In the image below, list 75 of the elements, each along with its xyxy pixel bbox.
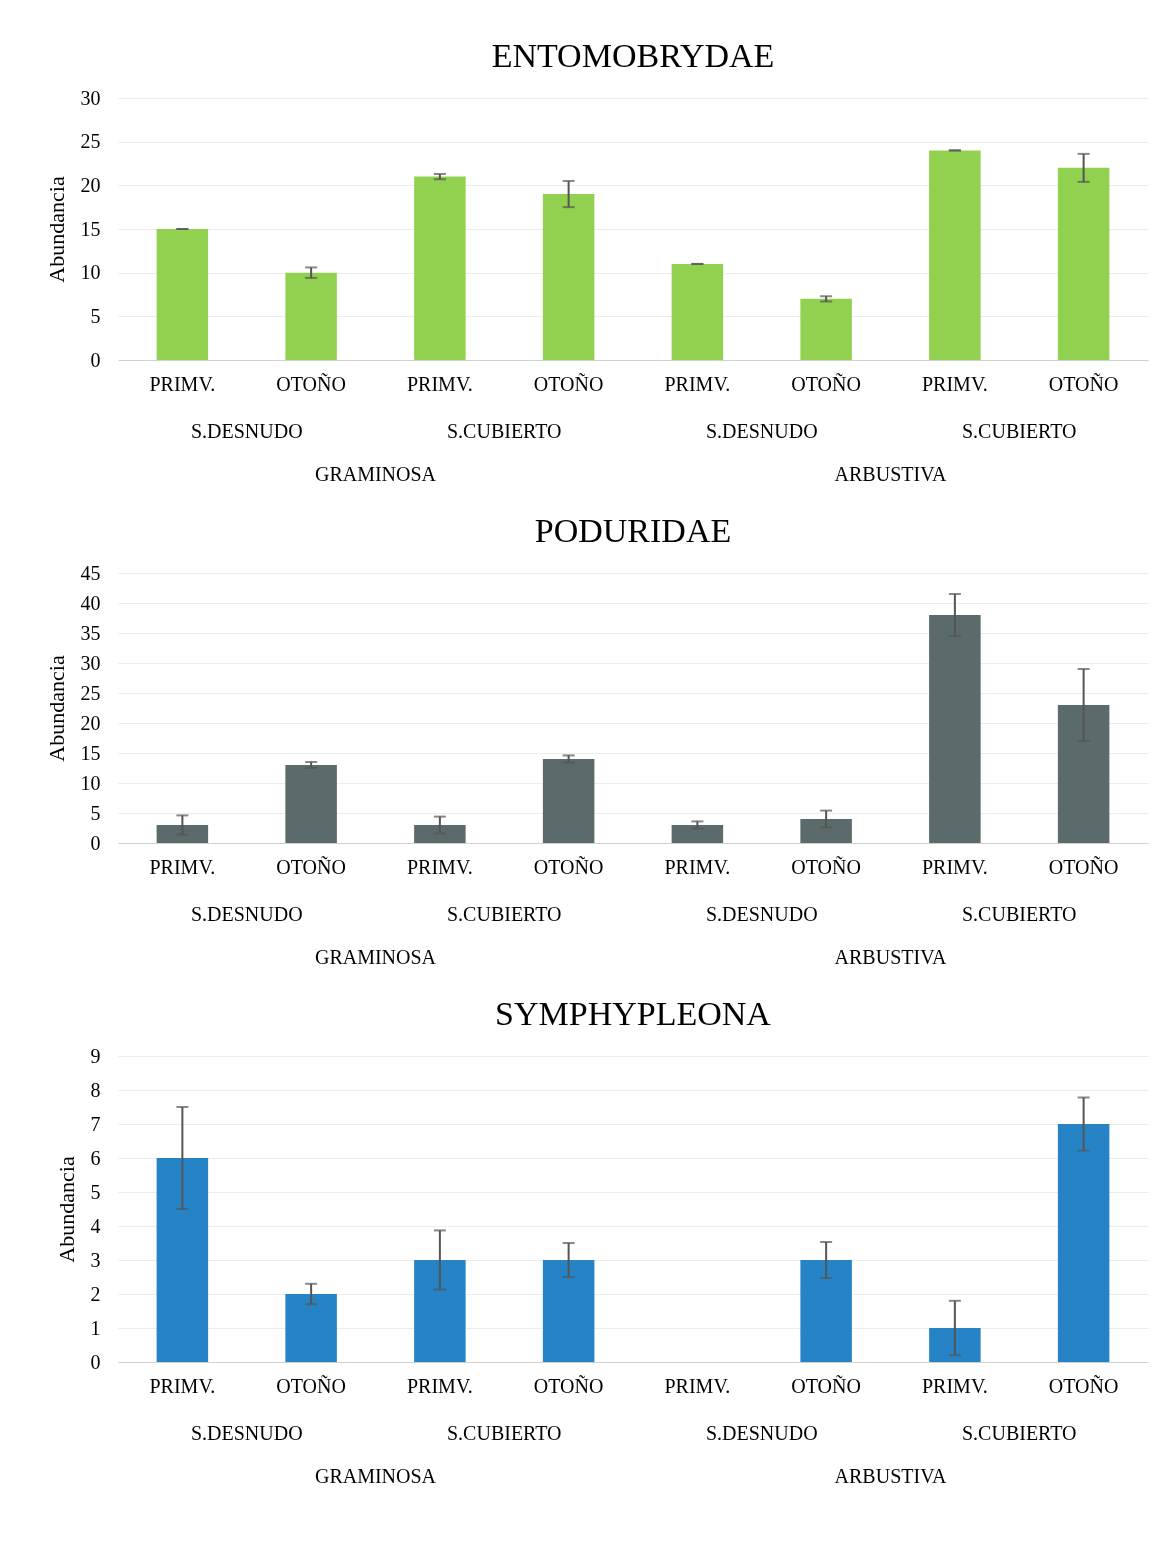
- text: S.DESNUDO: [705, 420, 818, 442]
- x-tick-label: PRIMV.: [664, 372, 731, 395]
- x-tick-label: OTOÑO: [533, 371, 604, 395]
- x-tick-label: OTOÑO: [533, 854, 604, 878]
- x-tick-label: PRIMV.: [921, 855, 988, 878]
- x-tick-label: OTOÑO: [791, 371, 861, 395]
- text: S.CUBIERTO: [446, 1422, 562, 1444]
- x-tick-label: PRIMV.: [406, 1374, 473, 1397]
- text: S.DESNUDO: [190, 903, 303, 925]
- text: GRAMINOSA: [314, 946, 437, 968]
- x-tick-label: PRIMV.: [149, 1374, 216, 1397]
- x-tick-label: PRIMV.: [664, 855, 731, 878]
- x-tick-label: OTOÑO: [791, 1373, 861, 1397]
- y-tick-label: 0: [90, 1350, 101, 1373]
- y-tick-label: 7: [90, 1112, 101, 1135]
- x-tick-label: OTOÑO: [276, 854, 346, 878]
- x-tick-label: PRIMV.: [406, 855, 473, 878]
- y-tick-label: 6: [90, 1146, 101, 1169]
- x-tick-label: PRIMV.: [921, 372, 988, 395]
- y-tick-label: 20: [80, 711, 101, 734]
- y-tick-label: 9: [90, 1044, 101, 1067]
- x-tick-label: PRIMV.: [921, 1374, 988, 1397]
- x-tick-label: OTOÑO: [533, 1373, 604, 1397]
- x-tick-label: PRIMV.: [664, 1374, 731, 1397]
- y-tick-label: 40: [80, 591, 101, 614]
- x-tick-label: OTOÑO: [1048, 1373, 1119, 1397]
- text: S.DESNUDO: [190, 1422, 303, 1444]
- chart-title: SYMPHYPLEONA: [495, 995, 772, 1032]
- text: S.DESNUDO: [190, 420, 303, 442]
- x-tick-label: OTOÑO: [1048, 371, 1119, 395]
- y-tick-label: 25: [80, 130, 101, 153]
- y-tick-label: 0: [90, 831, 101, 854]
- chart-title: ENTOMOBRYDAE: [491, 37, 775, 74]
- y-tick-label: 10: [80, 771, 101, 794]
- text: GRAMINOSA: [314, 463, 437, 485]
- text: ARBUSTIVA: [834, 946, 947, 968]
- y-tick-label: 15: [80, 741, 101, 764]
- x-tick-label: PRIMV.: [149, 372, 216, 395]
- y-axis-title: Abundancia: [53, 1156, 79, 1263]
- x-tick-label: PRIMV.: [406, 372, 473, 395]
- y-tick-label: 5: [90, 801, 101, 824]
- y-axis-title: Abundancia: [43, 655, 69, 762]
- y-tick-label: 4: [90, 1214, 101, 1237]
- text: S.CUBIERTO: [961, 420, 1077, 442]
- x-tick-label: OTOÑO: [1048, 854, 1119, 878]
- y-tick-label: 30: [80, 86, 101, 109]
- y-tick-label: 10: [80, 261, 101, 284]
- x-tick-label: OTOÑO: [791, 854, 861, 878]
- chart-title: PODURIDAE: [534, 512, 732, 549]
- x-tick-label: OTOÑO: [276, 371, 346, 395]
- x-tick-label: PRIMV.: [149, 855, 216, 878]
- y-tick-label: 8: [90, 1078, 101, 1101]
- text: S.DESNUDO: [705, 903, 818, 925]
- text: S.CUBIERTO: [446, 420, 562, 442]
- y-tick-label: 5: [90, 1180, 101, 1203]
- text: ARBUSTIVA: [834, 1465, 947, 1487]
- y-tick-label: 35: [80, 621, 101, 644]
- y-tick-label: 0: [90, 348, 101, 371]
- text: S.DESNUDO: [705, 1422, 818, 1444]
- text: S.CUBIERTO: [961, 903, 1077, 925]
- y-tick-label: 3: [90, 1248, 101, 1271]
- y-tick-label: 20: [80, 173, 101, 196]
- y-tick-label: 15: [80, 217, 101, 240]
- text: ARBUSTIVA: [834, 463, 947, 485]
- y-tick-label: 1: [90, 1316, 101, 1339]
- y-tick-label: 45: [80, 561, 101, 584]
- text: S.CUBIERTO: [961, 1422, 1077, 1444]
- text: GRAMINOSA: [314, 1465, 437, 1487]
- text: S.CUBIERTO: [446, 903, 562, 925]
- x-tick-label: OTOÑO: [276, 1373, 346, 1397]
- y-tick-label: 5: [90, 304, 101, 327]
- y-tick-label: 30: [80, 651, 101, 674]
- y-tick-label: 2: [90, 1282, 101, 1305]
- y-tick-label: 25: [80, 681, 101, 704]
- y-axis-title: Abundancia: [43, 176, 69, 283]
